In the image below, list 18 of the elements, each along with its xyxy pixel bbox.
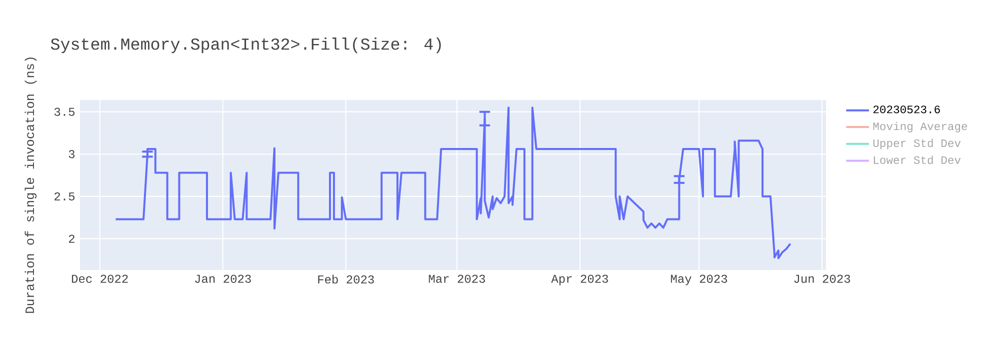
y-tick-label: 2 [68,234,74,243]
x-tick-label: Feb 2023 [318,274,374,284]
x-tick-label: Dec 2022 [72,274,128,283]
chart-title: System.Memory.Span<Int32>.Fill(Size: 4) [50,38,441,54]
legend-label: Moving Average [873,122,968,132]
x-tick-label: Apr 2023 [551,274,608,286]
x-tick-label: Mar 2023 [428,274,486,283]
x-tick-label: Jan 2023 [195,274,251,283]
y-tick-label: 3 [68,150,75,158]
legend-label: 20230523.6 [873,106,940,114]
x-tick-label: May 2023 [670,274,728,286]
x-tick-label: Jun 2023 [794,274,850,283]
y-tick-label: 2.5 [54,192,75,200]
legend-label: Lower Std Dev [874,156,961,164]
line-series [114,106,792,260]
y-axis-title: Duration of single invocation (ns) [24,58,37,313]
y-tick-label: 3.5 [54,108,75,116]
legend-label: Upper Std Dev [873,138,961,150]
